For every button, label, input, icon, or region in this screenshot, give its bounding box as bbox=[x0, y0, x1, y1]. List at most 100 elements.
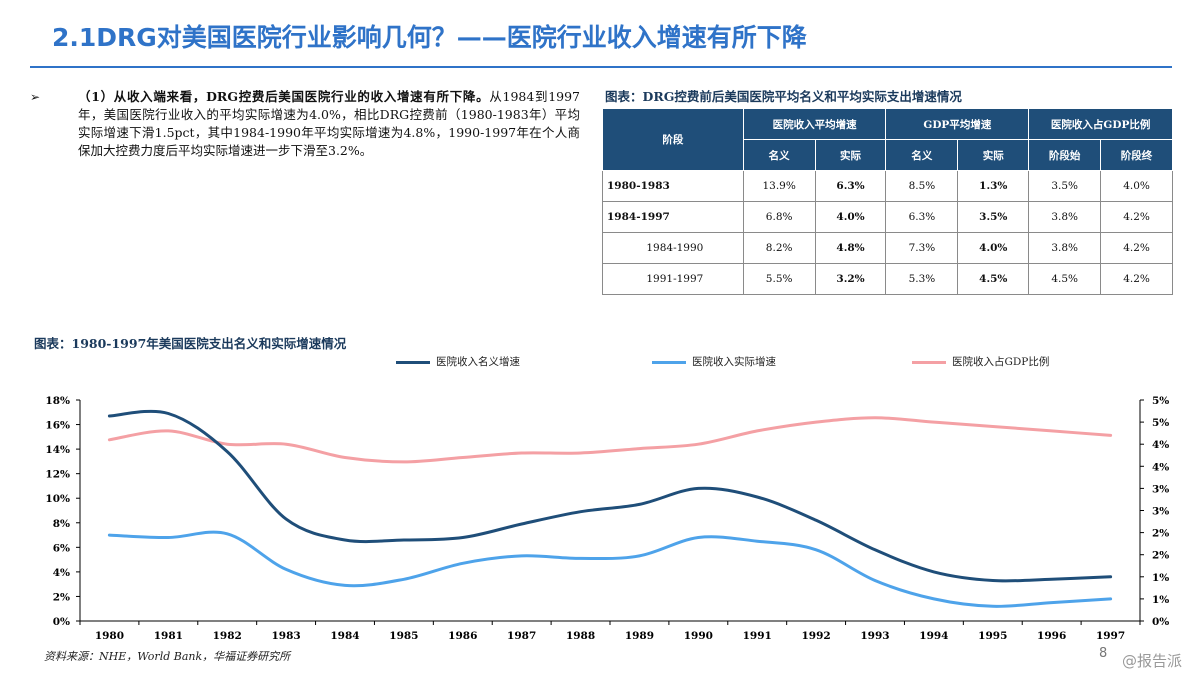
legend-label: 医院收入实际增速 bbox=[692, 356, 776, 368]
table-cell: 1.3% bbox=[957, 170, 1030, 202]
series-line bbox=[107, 409, 1113, 583]
table-header-group: GDP平均增速 bbox=[885, 108, 1030, 140]
table-cell-stage: 1984-1997 bbox=[602, 201, 744, 233]
x-axis-tick-label: 1993 bbox=[860, 630, 889, 642]
table-cell: 6.3% bbox=[814, 170, 887, 202]
bullet-paragraph: ➢ （1）从收入端来看，DRG控费后美国医院行业的收入增速有所下降。从1984到… bbox=[30, 88, 580, 160]
table-cell: 3.5% bbox=[957, 201, 1030, 233]
left-axis-tick-label: 14% bbox=[45, 444, 70, 456]
table-title: 图表：DRG控费前后美国医院平均名义和平均实际支出增速情况 bbox=[605, 89, 962, 104]
title-divider bbox=[30, 66, 1172, 68]
x-axis-tick-label: 1997 bbox=[1096, 630, 1125, 642]
x-axis-tick-label: 1982 bbox=[213, 630, 242, 642]
right-axis-tick-label: 4% bbox=[1152, 461, 1169, 473]
left-axis-tick-label: 18% bbox=[45, 395, 70, 407]
legend-item: 医院收入占GDP比例 bbox=[912, 354, 1049, 369]
table-subheader: 实际 bbox=[814, 139, 887, 171]
right-axis-tick-label: 2% bbox=[1152, 528, 1169, 540]
table-cell: 13.9% bbox=[742, 170, 816, 202]
x-axis-tick-label: 1986 bbox=[448, 630, 477, 642]
bullet-body: 从1984到1997年，美国医院行业收入的平均实际增速为4.0%，相比DRG控费… bbox=[78, 89, 581, 158]
x-axis-tick-label: 1985 bbox=[389, 630, 418, 642]
legend-item: 医院收入实际增速 bbox=[652, 354, 776, 369]
page-title: 2.1DRG对美国医院行业影响几何？——医院行业收入增速有所下降 bbox=[52, 23, 807, 52]
x-axis-tick-label: 1992 bbox=[801, 630, 830, 642]
legend-label: 医院收入名义增速 bbox=[436, 356, 520, 368]
x-axis-tick-label: 1984 bbox=[330, 630, 359, 642]
table-cell: 3.2% bbox=[814, 263, 887, 295]
bullet-lead: （1）从收入端来看，DRG控费后美国医院行业的收入增速有所下降。 bbox=[78, 89, 490, 104]
table-row: 1984-1990 8.2% 4.8% 7.3% 4.0% 3.8% 4.2% bbox=[602, 232, 1173, 264]
page-number: 8 bbox=[1099, 646, 1108, 661]
table-cell: 4.2% bbox=[1100, 201, 1173, 233]
series-line bbox=[107, 530, 1113, 608]
legend-swatch bbox=[396, 360, 430, 364]
x-axis-tick-label: 1996 bbox=[1037, 630, 1066, 642]
right-axis-tick-label: 4% bbox=[1152, 439, 1169, 451]
legend-swatch bbox=[912, 360, 946, 364]
table-row: 1991-1997 5.5% 3.2% 5.3% 4.5% 4.5% 4.2% bbox=[602, 263, 1173, 295]
table-row: 1980-1983 13.9% 6.3% 8.5% 1.3% 3.5% 4.0% bbox=[602, 170, 1173, 202]
table-cell: 4.5% bbox=[957, 263, 1030, 295]
table-cell: 8.5% bbox=[885, 170, 959, 202]
right-axis-tick-label: 2% bbox=[1152, 550, 1169, 562]
source-note: 资料来源：NHE，World Bank，华福证券研究所 bbox=[44, 650, 291, 663]
x-axis-tick-label: 1980 bbox=[95, 630, 124, 642]
table-cell: 3.5% bbox=[1028, 170, 1102, 202]
table-cell: 5.5% bbox=[742, 263, 816, 295]
table-cell: 8.2% bbox=[742, 232, 816, 264]
left-axis-tick-label: 8% bbox=[53, 518, 70, 530]
series-line bbox=[107, 416, 1113, 464]
left-axis-tick-label: 10% bbox=[45, 493, 70, 505]
table-cell: 5.3% bbox=[885, 263, 959, 295]
x-axis-tick-label: 1995 bbox=[978, 630, 1007, 642]
table-subheader: 阶段始 bbox=[1028, 139, 1102, 171]
table-subheader: 名义 bbox=[885, 139, 959, 171]
table-subheader: 名义 bbox=[742, 139, 816, 171]
legend-label: 医院收入占GDP比例 bbox=[952, 356, 1050, 368]
left-axis-tick-label: 6% bbox=[53, 542, 70, 554]
left-axis-tick-label: 0% bbox=[53, 616, 70, 628]
table-cell: 4.2% bbox=[1100, 263, 1173, 295]
table-cell: 3.8% bbox=[1028, 232, 1102, 264]
table-cell: 3.8% bbox=[1028, 201, 1102, 233]
table-row: 1984-1997 6.8% 4.0% 6.3% 3.5% 3.8% 4.2% bbox=[602, 201, 1173, 233]
x-axis-tick-label: 1988 bbox=[566, 630, 595, 642]
right-axis-tick-label: 1% bbox=[1152, 572, 1169, 584]
x-axis-tick-label: 1981 bbox=[154, 630, 183, 642]
right-axis-tick-label: 3% bbox=[1152, 483, 1169, 495]
x-axis-tick-label: 1983 bbox=[271, 630, 300, 642]
right-axis-tick-label: 0% bbox=[1152, 616, 1169, 628]
table-cell-stage: 1984-1990 bbox=[602, 232, 744, 264]
legend-item: 医院收入名义增速 bbox=[396, 354, 520, 369]
table-cell: 4.8% bbox=[814, 232, 887, 264]
right-axis-tick-label: 3% bbox=[1152, 506, 1169, 518]
table-cell: 6.3% bbox=[885, 201, 959, 233]
watermark: @报告派 bbox=[1122, 652, 1183, 670]
table-cell: 4.2% bbox=[1100, 232, 1173, 264]
bullet-arrow-icon: ➢ bbox=[30, 90, 41, 104]
table-cell-stage: 1991-1997 bbox=[602, 263, 744, 295]
table-cell: 4.0% bbox=[957, 232, 1030, 264]
table-cell: 4.0% bbox=[1100, 170, 1173, 202]
table-cell: 7.3% bbox=[885, 232, 959, 264]
table-cell: 4.0% bbox=[814, 201, 887, 233]
table-header-stage: 阶段 bbox=[602, 108, 744, 171]
left-axis-tick-label: 2% bbox=[53, 591, 70, 603]
growth-table: 阶段 医院收入平均增速 GDP平均增速 医院收入占GDP比例 名义 实际 名义 … bbox=[602, 108, 1173, 295]
chart-title: 图表：1980-1997年美国医院支出名义和实际增速情况 bbox=[34, 336, 347, 351]
right-axis-tick-label: 5% bbox=[1152, 395, 1169, 407]
right-axis-tick-label: 5% bbox=[1152, 417, 1169, 429]
table-subheader: 实际 bbox=[957, 139, 1030, 171]
table-header-group: 医院收入平均增速 bbox=[742, 108, 887, 140]
line-chart: 0% 2% 4% 6% 8% 10% 12% 14% 16% 18% 0% 1% 1% 2% 2% 3% 3% 4… bbox=[45, 395, 1169, 642]
right-axis-tick-label: 1% bbox=[1152, 594, 1169, 606]
x-axis-tick-label: 1994 bbox=[919, 630, 948, 642]
x-axis-tick-label: 1991 bbox=[743, 630, 772, 642]
table-subheader: 阶段终 bbox=[1100, 139, 1173, 171]
table-cell: 4.5% bbox=[1028, 263, 1102, 295]
table-header-group: 医院收入占GDP比例 bbox=[1028, 108, 1173, 140]
x-axis-tick-label: 1990 bbox=[684, 630, 713, 642]
x-axis-tick-label: 1989 bbox=[625, 630, 654, 642]
table-cell-stage: 1980-1983 bbox=[602, 170, 744, 202]
